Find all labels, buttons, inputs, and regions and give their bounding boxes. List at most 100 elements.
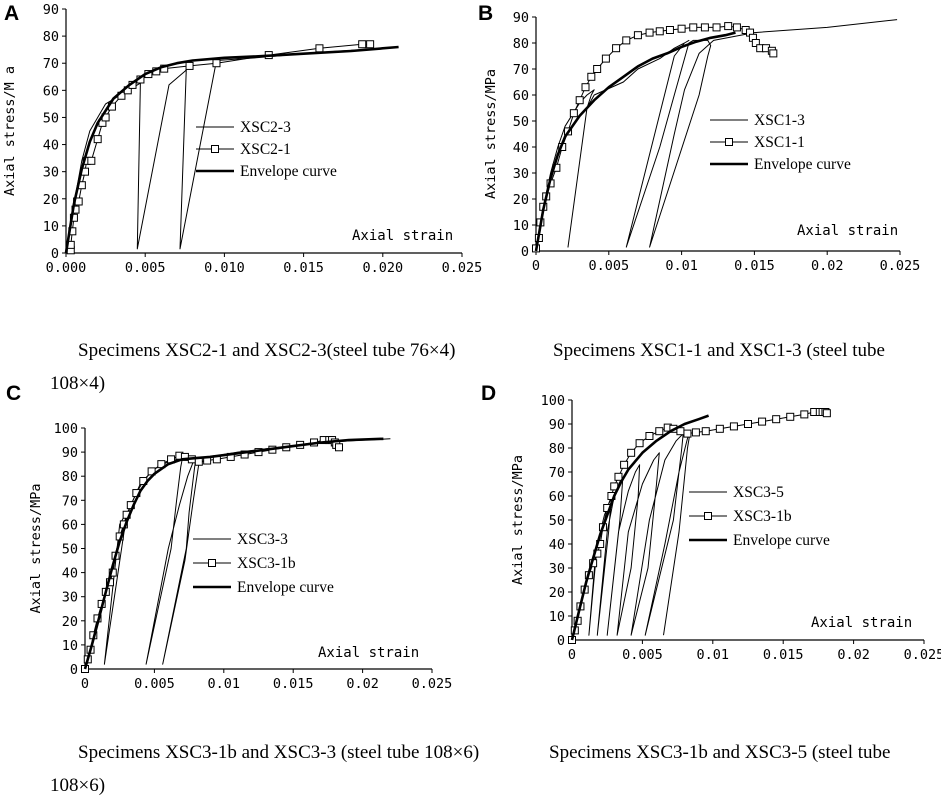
series-xsc3-1b-line (84, 439, 340, 670)
y-tick-label: 40 (62, 566, 78, 582)
legend-label: XSC3-1b (733, 508, 792, 525)
series-envelope-curve-line (64, 45, 399, 254)
data-point-marker (724, 22, 733, 31)
data-point-marker (683, 429, 692, 438)
y-tick-label: 80 (549, 441, 565, 457)
data-point-marker (772, 415, 781, 424)
legend-marker (211, 145, 219, 153)
y-tick-label: 80 (43, 29, 59, 45)
y-tick-label: 40 (549, 537, 565, 553)
y-tick-label: 30 (62, 590, 78, 606)
data-point-marker (701, 427, 710, 436)
y-tick-label: 0 (51, 246, 59, 262)
x-tick-label: 0.005 (125, 260, 166, 276)
data-point-marker (715, 424, 724, 433)
x-tick-label: 0.01 (208, 676, 241, 692)
legend: XSC3-5 XSC3-1b Envelope curve (689, 484, 830, 549)
x-tick-label: 0.005 (622, 647, 663, 663)
y-tick-label: 0 (70, 662, 78, 678)
caption-b-line1: Specimens XSC1-1 and XSC1-3 (steel tube (553, 340, 885, 361)
legend: XSC1-3 XSC1-1 Envelope curve (710, 112, 851, 173)
y-tick-label: 50 (513, 114, 529, 130)
chart-panel-c: C 0 0.005 0.01 0.015 0.02 0.025 0 10 20 30 40 50 60 70… (6, 382, 452, 692)
data-point-marker (185, 61, 194, 70)
y-tick-label: 40 (43, 138, 59, 154)
y-tick-label: 70 (549, 465, 565, 481)
x-tick-label: 0.025 (412, 676, 453, 692)
series-xsc2-3-line (65, 47, 383, 254)
legend-label: XSC3-1b (237, 555, 296, 572)
y-tick-label: 40 (513, 140, 529, 156)
data-point-marker (614, 472, 623, 481)
x-axis-label: Axial strain (797, 223, 898, 239)
data-point-marker (732, 23, 741, 32)
series-envelope-curve-line (534, 31, 736, 252)
chart-panel-a: A 0.000 0.005 0.010 0.015 0.020 0.025 0 10 20 30 40… (2, 2, 482, 276)
y-tick-label: 90 (513, 10, 529, 26)
legend-marker (725, 138, 733, 146)
y-tick-label: 60 (549, 489, 565, 505)
data-point-marker (315, 44, 324, 53)
data-point-marker (758, 417, 767, 426)
legend-label: XSC1-1 (754, 134, 805, 151)
x-tick-label: 0.015 (763, 647, 804, 663)
data-point-marker (700, 23, 709, 32)
caption-c-line1: Specimens XSC3-1b and XSC3-3 (steel tube… (78, 742, 480, 763)
data-point-marker (635, 439, 644, 448)
y-axis-label: Axial stress/MPa (510, 455, 526, 585)
legend-label: XSC3-3 (237, 531, 288, 548)
y-tick-label: 50 (43, 110, 59, 126)
data-point-marker (712, 23, 721, 32)
legend-label: XSC2-1 (240, 141, 291, 158)
x-tick-label: 0.025 (442, 260, 483, 276)
x-tick-label: 0.000 (46, 260, 87, 276)
data-point-marker (689, 23, 698, 32)
x-axis-label: Axial strain (352, 228, 453, 244)
data-point-marker (575, 96, 584, 105)
panel-letter: D (481, 382, 496, 405)
data-point-marker (655, 27, 664, 36)
x-tick-label: 0.020 (362, 260, 403, 276)
y-tick-label: 70 (513, 62, 529, 78)
y-tick-label: 60 (62, 517, 78, 533)
data-point-marker (366, 40, 375, 49)
data-point-marker (645, 432, 654, 440)
legend-label: Envelope curve (733, 532, 830, 549)
series-envelope-curve-line (83, 437, 384, 670)
x-tick-label: 0 (532, 258, 540, 274)
x-tick-label: 0.02 (811, 258, 844, 274)
legend-label: Envelope curve (754, 156, 851, 173)
data-point-marker (620, 460, 629, 469)
data-point-marker (800, 410, 809, 419)
y-tick-label: 10 (549, 609, 565, 625)
x-tick-label: 0.02 (837, 647, 870, 663)
y-tick-label: 80 (62, 469, 78, 485)
data-point-marker (751, 39, 760, 47)
y-tick-label: 30 (513, 166, 529, 182)
legend: XSC2-3 XSC2-1 Envelope curve (196, 119, 337, 180)
data-point-marker (729, 422, 738, 431)
data-point-marker (627, 448, 636, 457)
data-point-marker (691, 428, 700, 437)
x-tick-label: 0.015 (283, 260, 324, 276)
legend-label: XSC3-5 (733, 484, 784, 501)
series-xsc3-5-line (571, 430, 691, 641)
x-tick-label: 0.02 (346, 676, 379, 692)
data-point-marker (601, 54, 610, 63)
x-axis-label: Axial strain (811, 615, 912, 631)
panel-letter: B (478, 2, 493, 25)
data-point-marker (677, 24, 686, 33)
series-xsc1-1-line (535, 25, 774, 249)
x-tick-label: 0.010 (204, 260, 245, 276)
y-tick-label: 90 (62, 445, 78, 461)
data-point-marker (569, 109, 578, 118)
data-point-marker (335, 443, 344, 452)
data-point-marker (87, 156, 96, 165)
y-tick-label: 50 (549, 513, 565, 529)
x-tick-label: 0.005 (588, 258, 629, 274)
legend-label: XSC2-3 (240, 119, 291, 136)
y-tick-label: 10 (43, 219, 59, 235)
x-tick-label: 0.005 (134, 676, 175, 692)
data-point-marker (612, 44, 621, 53)
